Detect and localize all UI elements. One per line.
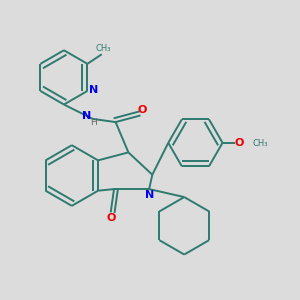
Text: N: N [145,190,154,200]
Text: N: N [82,111,92,121]
Text: CH₃: CH₃ [252,139,268,148]
Text: N: N [88,85,98,95]
Text: O: O [106,214,116,224]
Text: O: O [137,105,147,115]
Text: CH₃: CH₃ [96,44,111,53]
Text: O: O [234,138,244,148]
Text: H: H [91,118,97,127]
